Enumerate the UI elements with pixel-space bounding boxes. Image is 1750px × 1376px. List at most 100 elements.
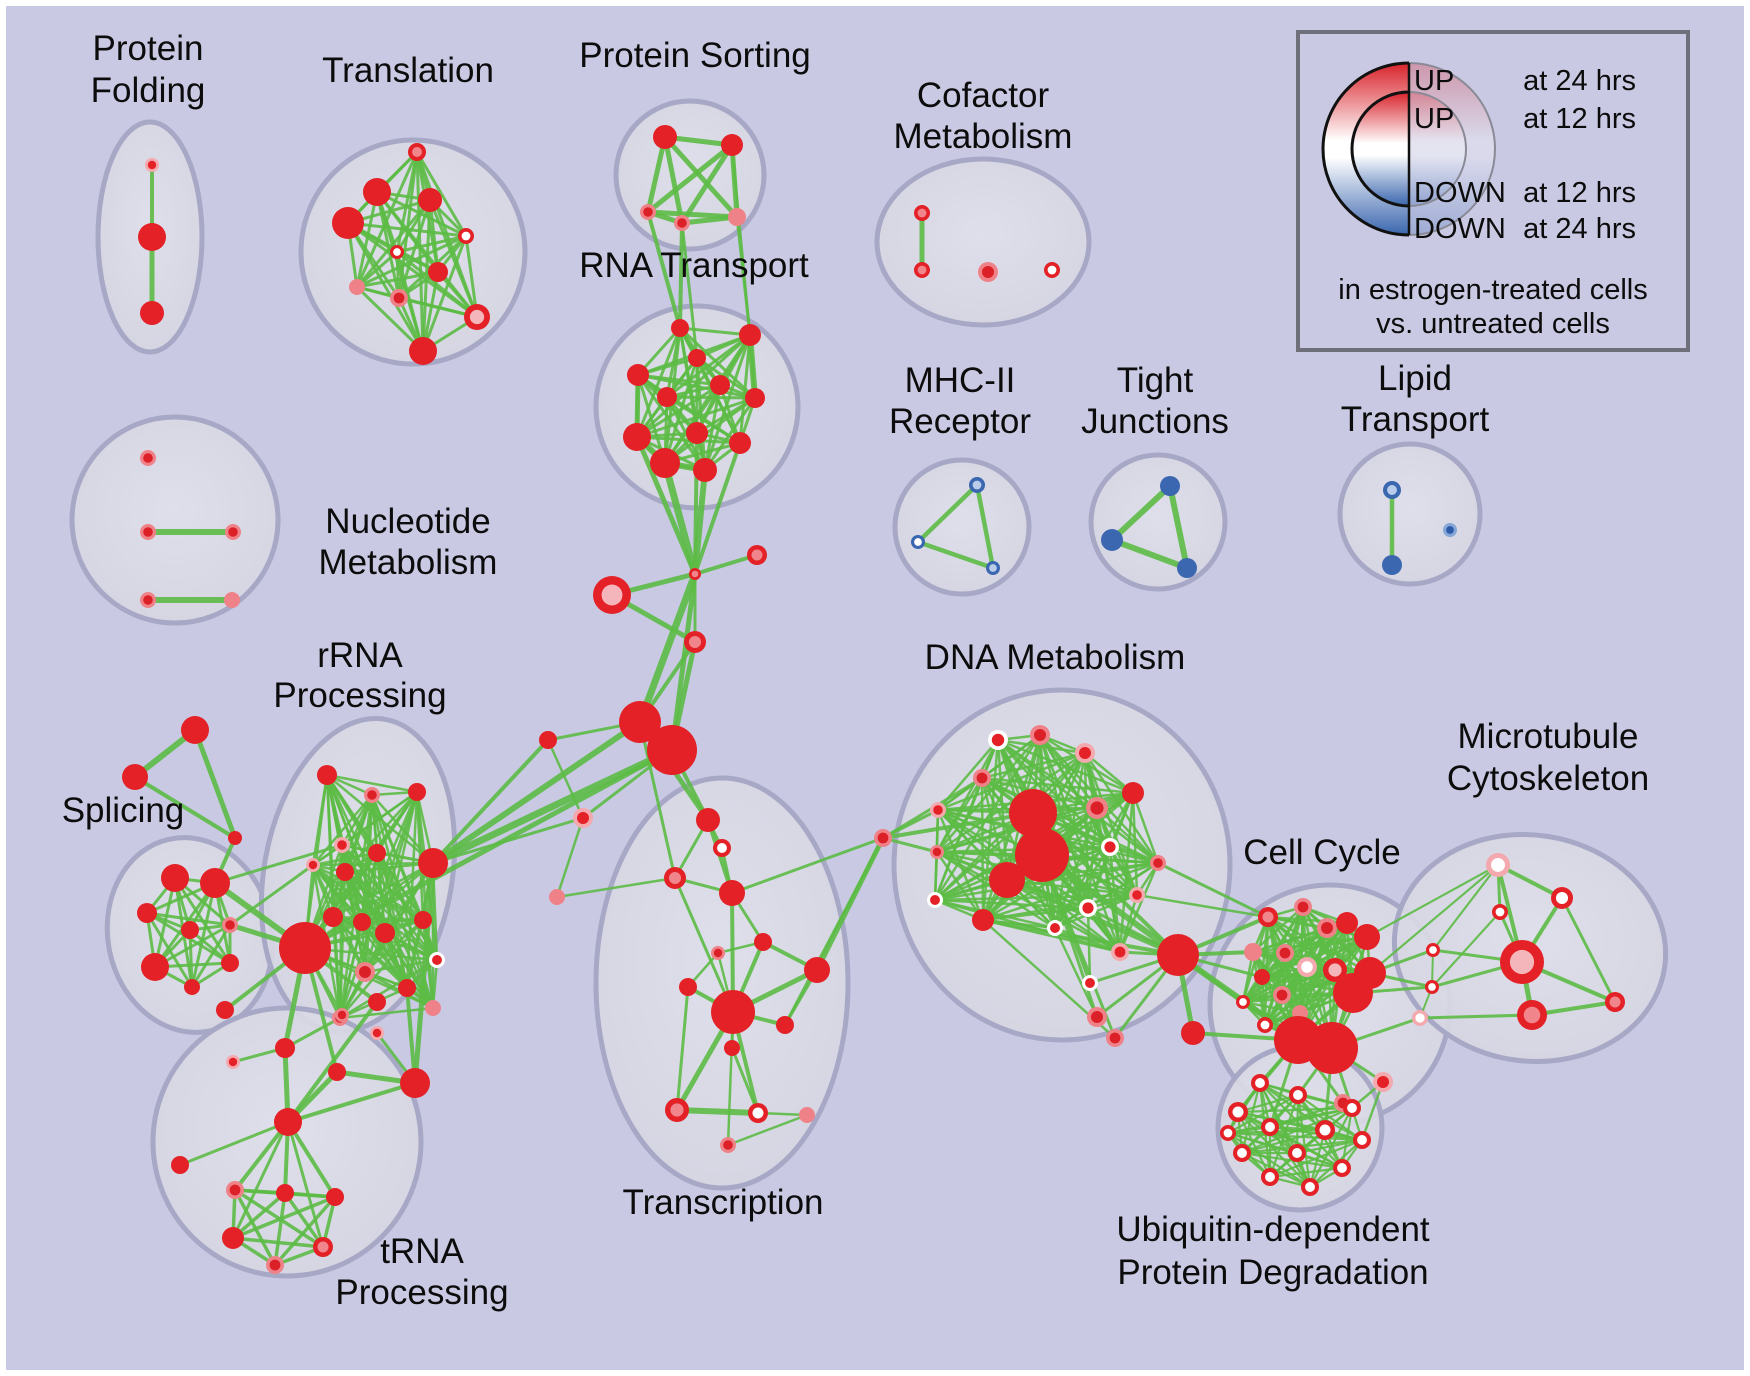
- network-node-core: [1223, 1128, 1233, 1138]
- network-node-core: [469, 309, 485, 325]
- network-edge-splicing: [190, 881, 217, 989]
- network-node-core: [1347, 1103, 1357, 1113]
- network-node-core: [372, 1028, 382, 1038]
- network-edge: [974, 482, 996, 571]
- network-edge-rna-transport: [636, 373, 757, 400]
- cluster-label-microtubule-cytoskeleton: Cytoskeleton: [1447, 759, 1649, 798]
- network-node-core: [1255, 1078, 1265, 1088]
- legend-direction-label: UP: [1414, 103, 1454, 135]
- network-edge-splicing: [188, 928, 194, 989]
- network-edge: [680, 221, 699, 360]
- network-edge: [192, 727, 238, 841]
- network-node-core: [393, 248, 401, 256]
- network-node-core: [1276, 989, 1288, 1001]
- network-node-core: [1034, 729, 1046, 741]
- network-edge: [178, 1120, 290, 1167]
- network-edge-ubiquitin: [1226, 1131, 1344, 1170]
- network-node: [326, 1188, 344, 1206]
- network-edge-dna-metabolism: [1108, 845, 1139, 897]
- network-node: [1157, 934, 1199, 976]
- network-node-core: [1232, 1106, 1244, 1118]
- network-edge: [730, 1046, 760, 1115]
- network-node-core: [1491, 858, 1505, 872]
- network-node: [408, 783, 426, 801]
- network-node-core: [228, 527, 238, 537]
- network-node-core: [225, 920, 235, 930]
- network-edge-protein-sorting: [645, 134, 668, 215]
- network-node-core: [1132, 890, 1142, 900]
- cluster-label-protein-folding: Folding: [91, 71, 206, 110]
- network-edge-ubiquitin: [1236, 1110, 1272, 1179]
- network-edge-rrna-processing: [338, 1006, 435, 1020]
- network-node: [693, 458, 717, 482]
- network-edge: [228, 863, 315, 927]
- network-node: [181, 921, 199, 939]
- network-node-core: [1265, 1172, 1275, 1182]
- network-edge-trna-hex: [273, 1191, 287, 1267]
- network-edge-rrna-processing: [311, 793, 374, 867]
- network-node: [161, 864, 189, 892]
- network-node-core: [1509, 949, 1535, 975]
- network-node: [141, 953, 169, 981]
- network-node: [1122, 782, 1144, 804]
- network-node-core: [932, 847, 942, 857]
- legend-time-label: at 12 hrs: [1523, 103, 1636, 135]
- network-edge-dna-metabolism: [1131, 791, 1160, 865]
- network-edge-rna-transport: [665, 395, 757, 400]
- cluster-label-protein-folding: Protein: [93, 29, 204, 68]
- network-edge: [661, 459, 699, 578]
- network-node: [276, 1184, 294, 1202]
- network-edge: [881, 811, 1035, 840]
- network-node-core: [367, 790, 377, 800]
- network-edge: [1039, 852, 1181, 958]
- network-node: [710, 375, 730, 395]
- network-node-core: [717, 843, 727, 853]
- network-edge-rrna-processing: [331, 915, 367, 974]
- network-node: [349, 279, 365, 295]
- network-edge: [678, 221, 684, 330]
- network-node-core: [1085, 978, 1095, 988]
- network-edge-translation: [355, 250, 399, 289]
- network-edge-dna-metabolism: [1053, 861, 1160, 930]
- network-edge-cell-cycle: [1251, 905, 1305, 954]
- network-node-core: [1114, 946, 1126, 958]
- network-edge-trna-hex: [231, 1236, 325, 1249]
- network-edge-translation: [355, 285, 425, 353]
- cluster-label-mhc-ii-receptor: Receptor: [889, 402, 1031, 441]
- network-node: [739, 324, 761, 346]
- network-edge: [693, 553, 759, 576]
- network-edge-trna-hex: [231, 1191, 287, 1240]
- network-edge: [405, 986, 417, 1085]
- network-node-core: [917, 265, 927, 275]
- network-edge-translation: [421, 234, 468, 353]
- network-node-core: [691, 570, 699, 578]
- network-node: [222, 1227, 244, 1249]
- network-edge-protein-sorting: [662, 134, 685, 226]
- network-node: [368, 993, 386, 1011]
- network-node: [275, 1038, 295, 1058]
- network-node: [1244, 943, 1262, 961]
- network-node: [228, 831, 242, 845]
- network-edge-trna-hex: [283, 1191, 325, 1249]
- network-edge-cell-cycle: [1283, 935, 1369, 955]
- network-edge-dna-metabolism: [980, 776, 985, 922]
- network-node: [686, 422, 708, 444]
- network-node: [400, 1068, 430, 1098]
- network-edge: [726, 1010, 735, 1147]
- network-edge-protein-sorting: [645, 142, 735, 215]
- network-edge-ubiquitin: [1236, 1093, 1300, 1114]
- network-edge-translation: [428, 198, 440, 274]
- cluster-ellipse-protein-sorting: [613, 98, 767, 252]
- network-node-core: [713, 948, 723, 958]
- network-edge-rrna-processing: [331, 843, 344, 919]
- network-node-core: [577, 812, 589, 824]
- network-node-core: [1265, 1122, 1275, 1132]
- network-node-core: [1237, 1148, 1247, 1158]
- network-edge-dna-metabolism: [1095, 806, 1160, 865]
- network-edge: [1135, 893, 1270, 919]
- network-edge: [669, 571, 698, 753]
- network-edge-rrna-processing: [338, 958, 439, 1020]
- network-edge: [213, 843, 344, 885]
